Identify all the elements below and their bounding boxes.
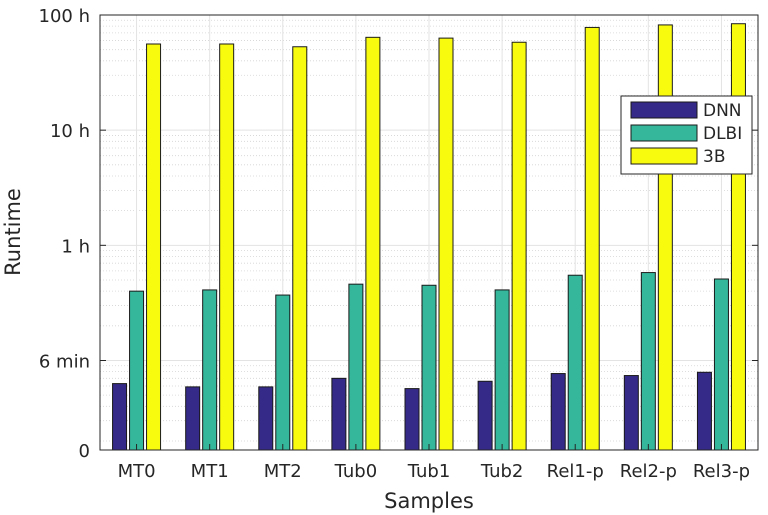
x-tick-label-tub2: Tub2 xyxy=(480,461,524,482)
legend-swatch-3b xyxy=(630,147,698,165)
bar-3b-mt2 xyxy=(292,46,308,451)
bar-dnn-rel3-p xyxy=(696,371,712,451)
bar-dnn-mt2 xyxy=(258,386,274,451)
bar-dnn-tub1 xyxy=(404,388,420,451)
bar-3b-tub0 xyxy=(365,36,381,451)
legend-label-dnn: DNN xyxy=(703,101,742,121)
bar-dlbi-mt2 xyxy=(275,294,291,451)
bar-dnn-rel2-p xyxy=(623,375,639,451)
y-tick-label: 0 xyxy=(79,441,90,462)
bar-dnn-tub0 xyxy=(331,377,347,451)
x-tick-label-tub1: Tub1 xyxy=(407,461,451,482)
x-tick-label-mt2: MT2 xyxy=(264,461,302,482)
legend-label-dlbi: DLBI xyxy=(703,124,742,144)
bar-dlbi-rel2-p xyxy=(640,272,656,451)
bar-dlbi-tub2 xyxy=(494,289,510,451)
y-tick-label: 100 h xyxy=(39,6,91,27)
bar-dlbi-rel3-p xyxy=(713,278,729,451)
y-axis-ticks: 0 6 min 1 h 10 h 100 h xyxy=(39,6,758,462)
bar-dnn-rel1-p xyxy=(550,373,566,451)
x-tick-label-rel1-p: Rel1-p xyxy=(547,461,604,482)
bar-dlbi-tub0 xyxy=(348,283,364,451)
bar-3b-rel2-p xyxy=(657,24,673,451)
x-tick-label-rel3-p: Rel3-p xyxy=(693,461,750,482)
legend: DNN DLBI 3B xyxy=(620,95,753,175)
bar-dlbi-mt0 xyxy=(129,290,145,451)
x-tick-label-tub0: Tub0 xyxy=(334,461,378,482)
bar-dlbi-mt1 xyxy=(202,289,218,451)
bar-3b-mt0 xyxy=(146,43,162,451)
y-tick-label: 6 min xyxy=(39,351,90,372)
x-tick-label-mt0: MT0 xyxy=(118,461,156,482)
bar-3b-tub1 xyxy=(438,37,454,451)
x-axis-ticks: MT0 MT1 MT2 Tub0 Tub1 Tub2 Rel1-p Rel2-p Rel3-p xyxy=(118,444,750,482)
y-axis-label: Runtime xyxy=(1,188,25,276)
bar-3b-rel3-p xyxy=(730,23,746,451)
x-tick-label-rel2-p: Rel2-p xyxy=(620,461,677,482)
x-axis-label: Samples xyxy=(384,489,474,513)
bar-3b-rel1-p xyxy=(584,26,600,451)
legend-label-3b: 3B xyxy=(703,147,725,167)
legend-swatch-dnn xyxy=(630,101,698,119)
x-tick-label-mt1: MT1 xyxy=(191,461,229,482)
legend-swatch-dlbi xyxy=(630,124,698,142)
y-tick-label: 1 h xyxy=(61,236,90,257)
bar-dnn-tub2 xyxy=(477,380,493,451)
bar-dlbi-tub1 xyxy=(421,284,437,451)
bar-dnn-mt1 xyxy=(185,386,201,451)
y-tick-label: 10 h xyxy=(50,121,90,142)
bar-dnn-mt0 xyxy=(112,383,128,451)
bar-dlbi-rel1-p xyxy=(567,274,583,451)
bar-3b-mt1 xyxy=(219,43,235,451)
bar-3b-tub2 xyxy=(511,41,527,451)
